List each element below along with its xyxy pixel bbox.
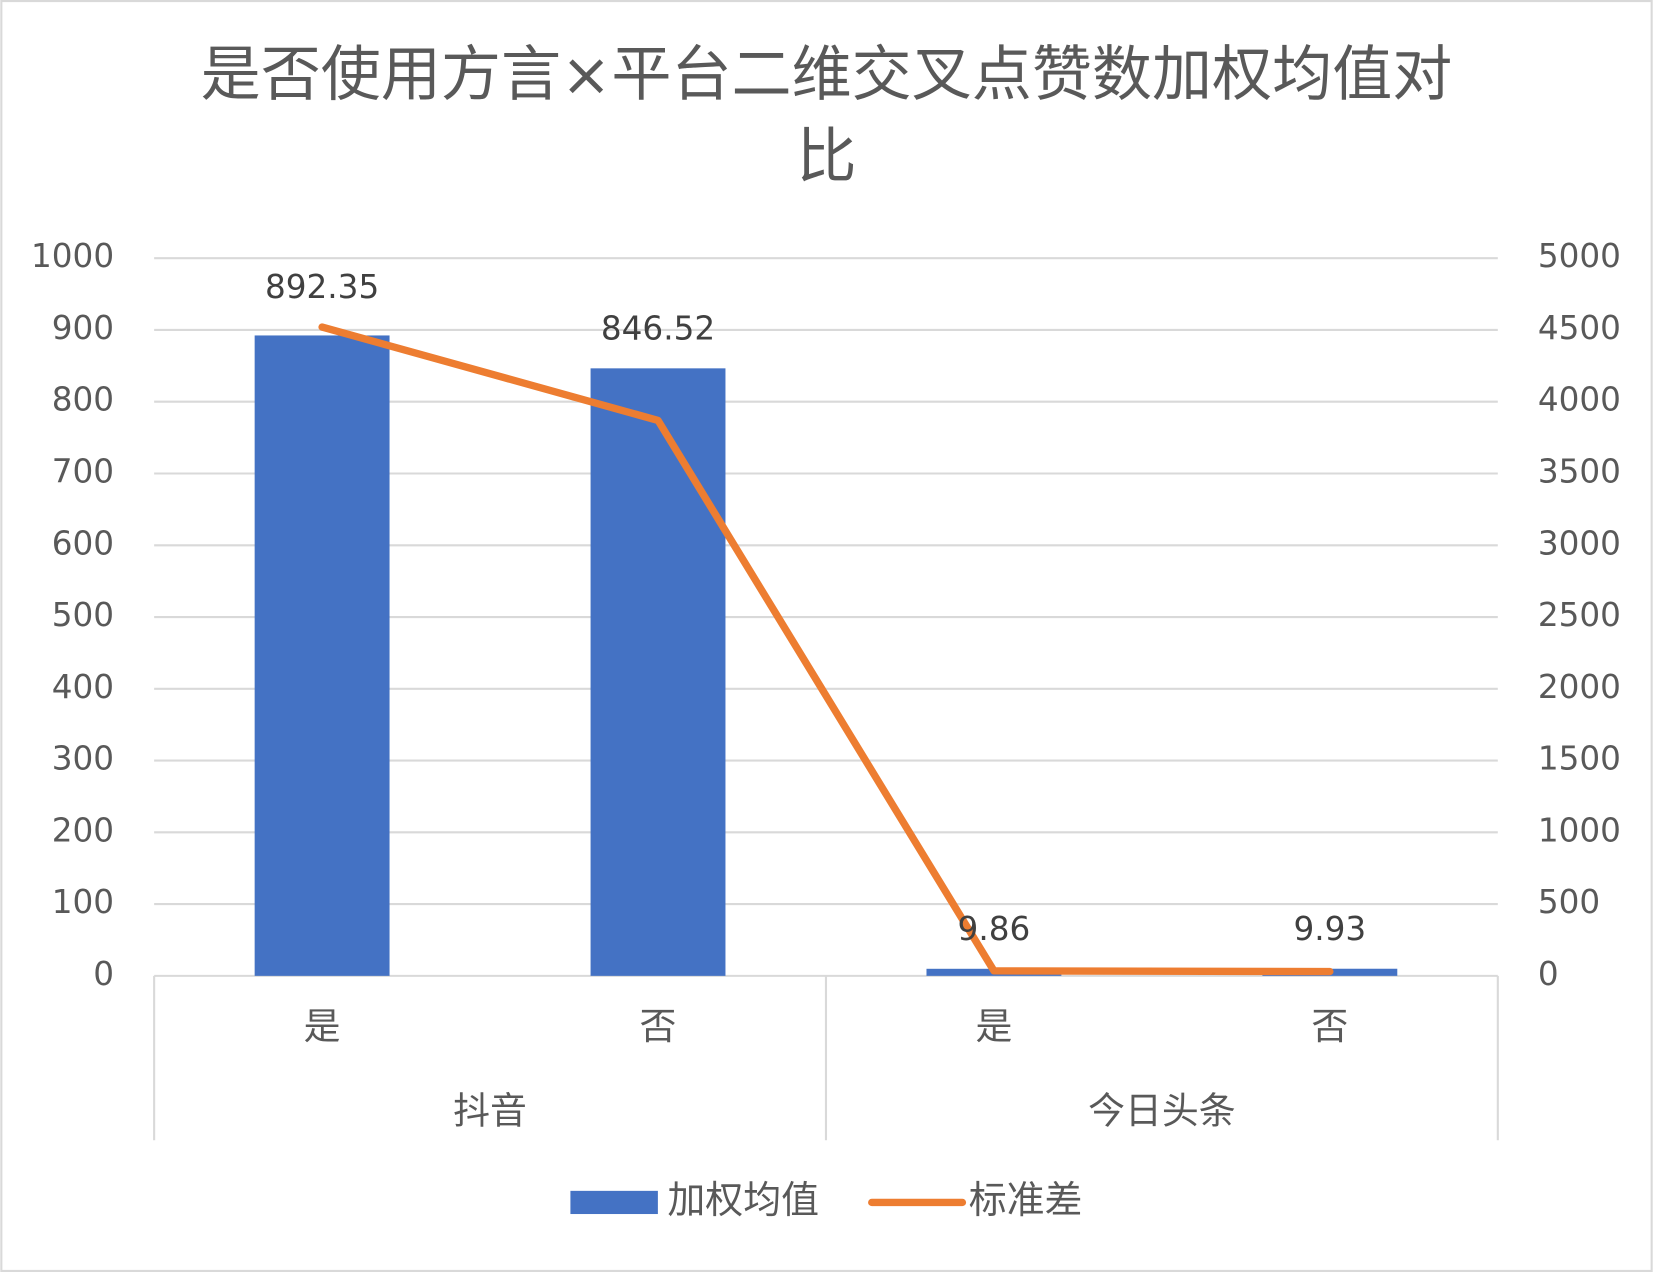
y-tick-label: 1000 xyxy=(31,237,114,275)
group-label: 抖音 xyxy=(453,1089,527,1132)
x-tick-label: 否 xyxy=(640,1005,677,1048)
y2-tick-label: 0 xyxy=(1538,955,1559,993)
y2-tick-label: 5000 xyxy=(1538,237,1621,275)
data-label: 846.52 xyxy=(601,309,715,347)
y-tick-label: 900 xyxy=(52,309,114,347)
y2-tick-label: 4500 xyxy=(1538,309,1621,347)
legend-swatch xyxy=(570,1190,658,1215)
title-box: 是否使用方言×平台二维交叉点赞数加权均值对比 xyxy=(200,40,1453,192)
y-tick-label: 200 xyxy=(52,811,114,849)
chart-title: 是否使用方言×平台二维交叉点赞数加权均值对比 xyxy=(200,40,1453,192)
line xyxy=(318,323,1334,976)
y-tick-label: 400 xyxy=(52,668,114,706)
y2-tick-label: 2000 xyxy=(1538,668,1621,706)
y2-tick-label: 2500 xyxy=(1538,596,1621,634)
y-tick-label: 800 xyxy=(52,381,114,419)
group-label: 今日头条 xyxy=(1088,1089,1236,1132)
y-tick-label: 600 xyxy=(52,524,114,562)
data-label: 9.86 xyxy=(958,910,1031,948)
legend-label: 加权均值 xyxy=(667,1178,819,1222)
legend-label: 标准差 xyxy=(969,1178,1083,1222)
bar xyxy=(254,335,390,976)
data-label: 9.93 xyxy=(1293,910,1366,948)
y-tick-label: 300 xyxy=(52,740,114,778)
data-label: 892.35 xyxy=(265,268,379,306)
y-tick-label: 700 xyxy=(52,452,114,490)
x-tick-label: 是 xyxy=(304,1005,341,1048)
bar xyxy=(590,368,726,976)
x-tick-label: 否 xyxy=(1311,1005,1348,1048)
y2-tick-label: 1500 xyxy=(1538,740,1621,778)
y-tick-label: 500 xyxy=(52,596,114,634)
y2-tick-label: 3000 xyxy=(1538,524,1621,562)
x-tick-label: 是 xyxy=(975,1005,1012,1048)
y2-tick-label: 1000 xyxy=(1538,811,1621,849)
y-tick-label: 0 xyxy=(93,955,114,993)
y2-tick-label: 3500 xyxy=(1538,452,1621,490)
y-tick-label: 100 xyxy=(52,883,114,921)
y2-tick-label: 4000 xyxy=(1538,381,1621,419)
y2-tick-label: 500 xyxy=(1538,883,1600,921)
